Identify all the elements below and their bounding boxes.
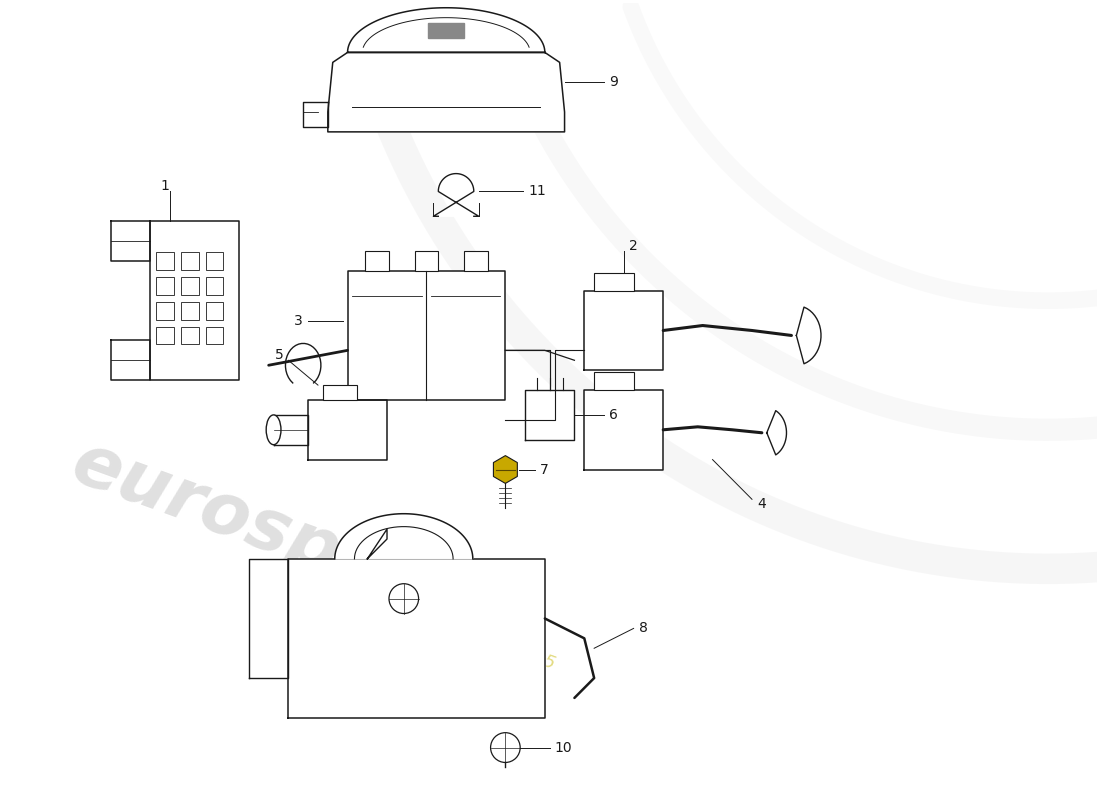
Polygon shape <box>304 102 328 127</box>
Text: 3: 3 <box>295 314 304 327</box>
Bar <box>180 302 199 319</box>
Bar <box>206 326 223 344</box>
Polygon shape <box>111 222 151 261</box>
Bar <box>323 385 358 400</box>
Polygon shape <box>288 559 544 718</box>
Bar <box>206 252 223 270</box>
Polygon shape <box>428 22 464 38</box>
Bar <box>415 251 438 271</box>
Bar <box>464 251 487 271</box>
Bar <box>365 251 389 271</box>
Text: 2: 2 <box>629 239 637 253</box>
Polygon shape <box>334 514 473 559</box>
Bar <box>156 326 174 344</box>
Bar <box>156 277 174 294</box>
Ellipse shape <box>266 415 280 445</box>
Circle shape <box>389 584 419 614</box>
Bar <box>206 277 223 294</box>
Polygon shape <box>433 174 478 216</box>
Polygon shape <box>348 271 505 400</box>
Text: 10: 10 <box>554 741 572 754</box>
Text: eurospares: eurospares <box>62 429 515 650</box>
Polygon shape <box>151 222 239 380</box>
Text: 5: 5 <box>275 348 284 362</box>
Text: a passion for parts since 1985: a passion for parts since 1985 <box>296 563 558 674</box>
Polygon shape <box>111 341 151 380</box>
Text: 9: 9 <box>609 75 618 90</box>
Polygon shape <box>584 390 663 470</box>
Bar <box>206 302 223 319</box>
Polygon shape <box>584 290 663 370</box>
Text: 8: 8 <box>638 622 648 635</box>
Polygon shape <box>796 307 821 364</box>
Bar <box>180 252 199 270</box>
Polygon shape <box>494 456 517 483</box>
Polygon shape <box>525 390 574 440</box>
Bar <box>180 277 199 294</box>
Text: 11: 11 <box>528 185 546 198</box>
Polygon shape <box>286 343 321 383</box>
Bar <box>180 326 199 344</box>
Text: 4: 4 <box>757 498 766 511</box>
Text: 7: 7 <box>540 462 549 477</box>
Text: 6: 6 <box>609 408 618 422</box>
Bar <box>156 252 174 270</box>
Bar <box>594 273 634 290</box>
Text: 1: 1 <box>161 179 169 194</box>
Bar <box>156 302 174 319</box>
Polygon shape <box>308 400 387 459</box>
Bar <box>594 372 634 390</box>
Polygon shape <box>274 415 308 445</box>
Polygon shape <box>328 8 564 132</box>
Polygon shape <box>249 559 288 678</box>
Polygon shape <box>767 410 786 455</box>
Circle shape <box>491 733 520 762</box>
